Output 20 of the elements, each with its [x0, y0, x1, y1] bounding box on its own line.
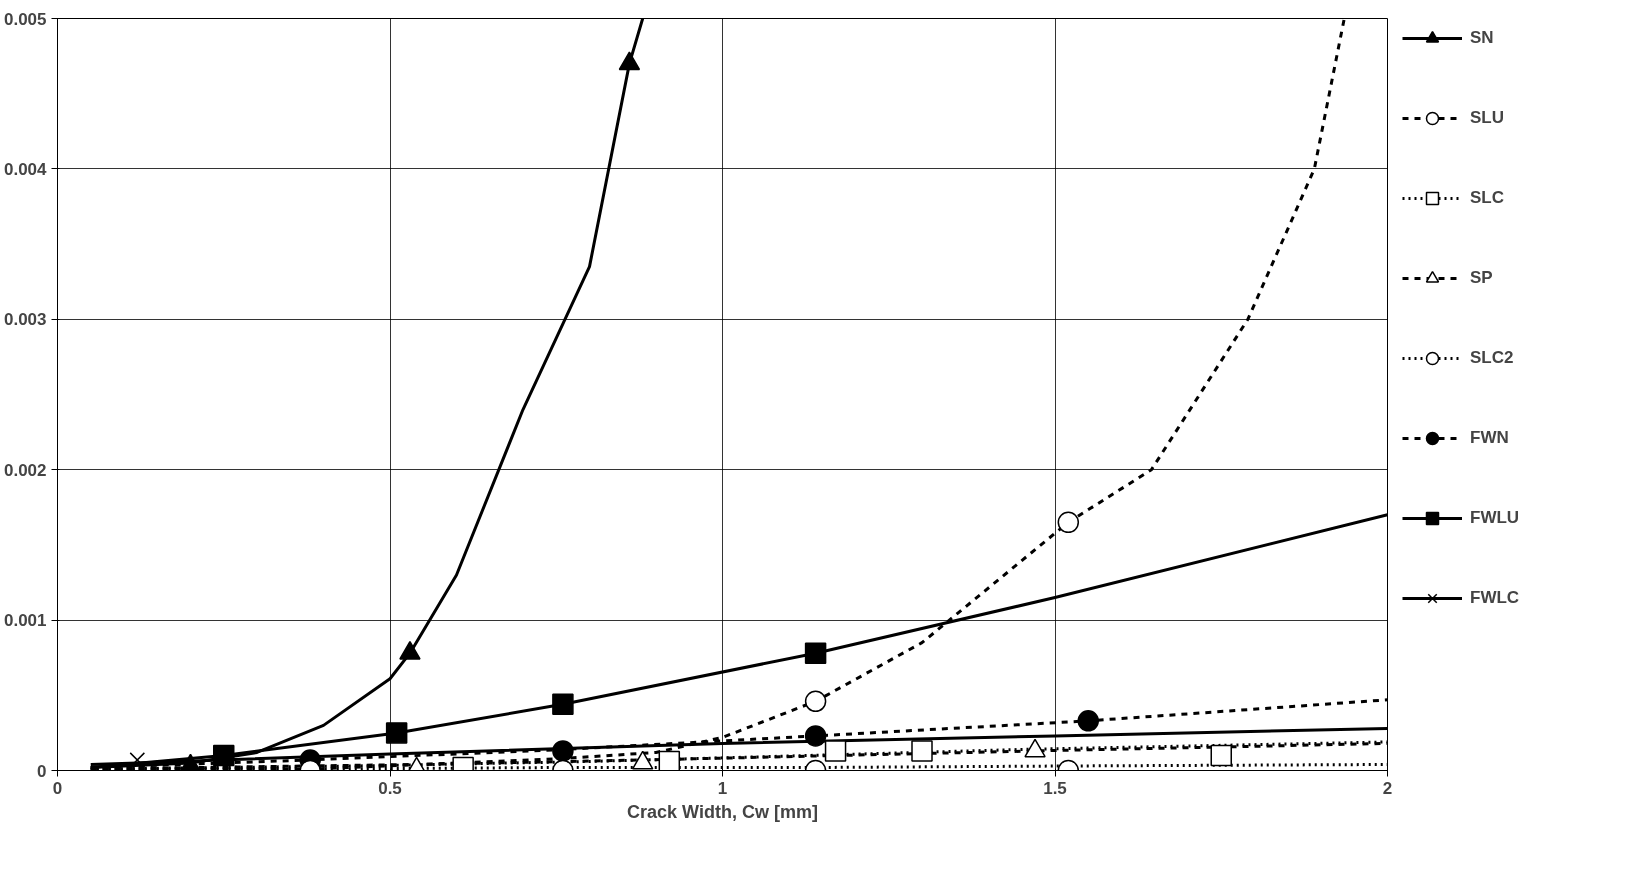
y-tick-label: 0	[37, 761, 47, 781]
x-tick-label: 1.5	[1043, 778, 1067, 798]
x-tick-label: 1	[717, 778, 728, 798]
x-axis-title: Crack Width, Cw [mm]	[627, 801, 818, 822]
y-tick-label: 0.002	[3, 460, 47, 480]
legend-label: SP	[1470, 268, 1493, 288]
x-tick-label: 0.5	[378, 778, 402, 798]
y-tick-label: 0.001	[3, 611, 47, 631]
x-tick-label: 2	[1382, 778, 1393, 798]
legend-label: SLC	[1470, 188, 1504, 208]
y-tick-label: 0.004	[3, 159, 48, 179]
legend-label: FWLC	[1470, 588, 1520, 608]
y-tick-label: 0.003	[3, 310, 47, 330]
legend-label: FWN	[1470, 428, 1509, 448]
legend-label: SLC2	[1470, 348, 1514, 368]
legend-label: FWLU	[1470, 508, 1520, 528]
legend-label: SN	[1470, 28, 1494, 48]
legend-label: SLU	[1470, 108, 1504, 128]
y-tick-label: 0.005	[3, 9, 47, 29]
x-tick-label: 0	[52, 778, 63, 798]
